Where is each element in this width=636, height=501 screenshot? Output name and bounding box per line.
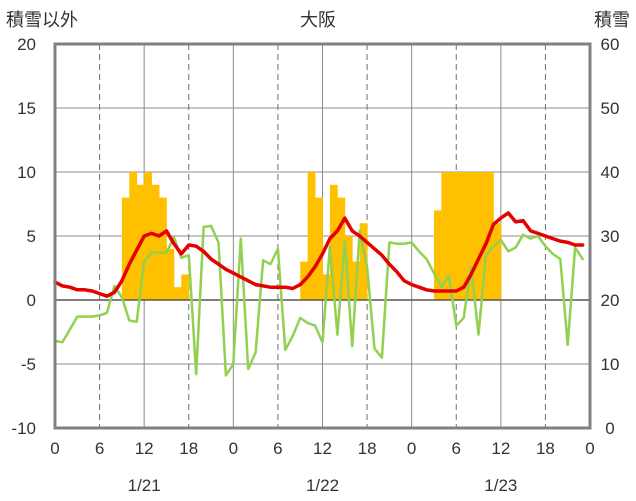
snow-bar [315,197,323,300]
right-axis-label: 積雪 [594,10,630,30]
snow-bar [166,248,175,300]
x-tick-label: 6 [95,439,104,458]
snow-bar [307,172,316,300]
y-right-tick-label: 10 [601,355,620,374]
y-left-tick-label: 0 [27,291,36,310]
y-left-tick-label: 5 [27,227,36,246]
snow-bar [173,287,182,300]
plot-border [53,42,592,430]
date-label: 1/22 [306,476,339,495]
x-tick-label: 18 [536,439,555,458]
green-series-line [53,224,584,377]
snow-bar [448,172,457,300]
x-tick-label: 12 [135,439,154,458]
snow-bar [359,223,368,300]
x-tick-label: 18 [179,439,198,458]
y-left-tick-label: 10 [17,163,36,182]
y-right-tick-label: 50 [601,99,620,118]
y-right-tick-label: 20 [601,291,620,310]
y-left-tick-label: 15 [17,99,36,118]
snow-bar [181,274,190,300]
snow-bar [478,172,487,300]
left-axis-label: 積雪以外 [6,10,78,30]
snow-bar [121,197,130,300]
x-tick-label: 6 [452,439,461,458]
y-right-tick-label: 40 [601,163,620,182]
x-tick-label: 0 [229,439,238,458]
snow-bar [151,184,160,300]
date-label: 1/21 [128,476,161,495]
y-right-tick-label: 0 [605,419,614,438]
y-left-tick-label: -5 [21,355,36,374]
x-tick-label: 0 [407,439,416,458]
y-right-tick-label: 60 [601,35,620,54]
red-series-line [53,211,585,298]
date-label: 1/23 [484,476,517,495]
x-tick-label: 18 [358,439,377,458]
snow-bar [129,172,138,300]
snow-bar [337,197,346,300]
snow-bar [441,172,450,300]
x-tick-label: 12 [313,439,332,458]
chart-title: 大阪 [300,10,336,30]
y-left-tick-label: -10 [11,419,36,438]
x-tick-label: 0 [585,439,594,458]
y-right-tick-label: 30 [601,227,620,246]
snow-bar [456,172,465,300]
x-tick-label: 6 [273,439,282,458]
snow-bar [433,210,442,300]
snow-bar [493,223,502,300]
snow-bar [471,172,479,300]
x-tick-label: 12 [491,439,510,458]
snow-bar [329,184,338,300]
x-tick-label: 0 [50,439,59,458]
snow-bar [344,236,353,300]
y-left-tick-label: 20 [17,35,36,54]
snow-bar [159,197,167,300]
snow-bar [463,172,472,300]
plot-frame [53,42,592,430]
